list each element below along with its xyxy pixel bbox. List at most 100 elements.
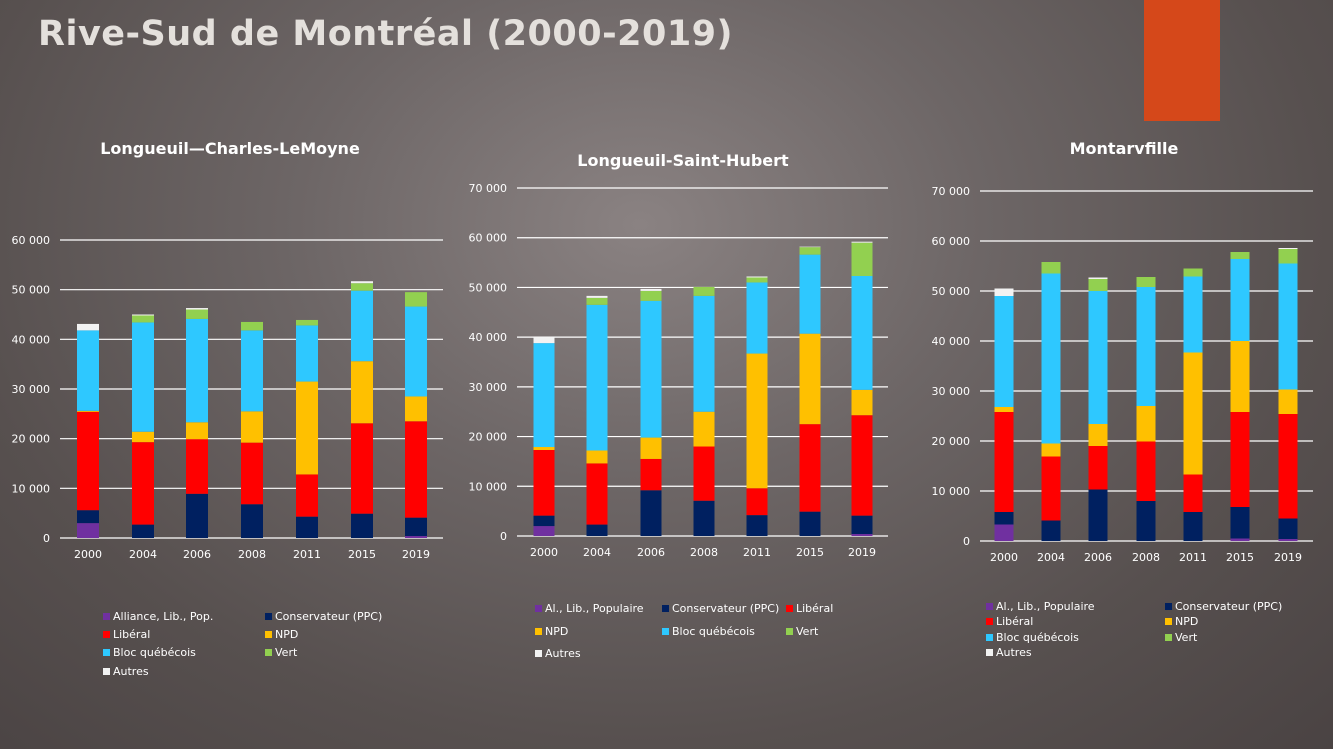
bar-segment-2019-5	[1278, 249, 1298, 264]
bar-segment-2019-1	[851, 515, 873, 535]
bar-segment-2000-2	[533, 449, 555, 516]
legend-label: Bloc québécois	[996, 631, 1079, 644]
bar-segment-2019-2	[1278, 414, 1298, 519]
x-tick-label: 2019	[402, 548, 430, 561]
bar-segment-2011-1	[296, 516, 318, 538]
bar-segment-2006-5	[1088, 279, 1108, 291]
bar-segment-2004-1	[1041, 520, 1061, 541]
bar-segment-2008-2	[1136, 441, 1156, 501]
bar-segment-2004-6	[586, 295, 608, 298]
y-tick-label: 70 000	[932, 185, 971, 198]
chart-title: Montarvfille	[1070, 139, 1179, 158]
legend-item: Libéral	[786, 602, 833, 615]
legend-label: Vert	[275, 646, 298, 659]
x-tick-label: 2000	[74, 548, 102, 561]
bar-segment-2015-3	[1230, 341, 1250, 412]
bar-segment-2015-2	[1230, 412, 1250, 507]
bar-segment-2006-6	[640, 288, 662, 291]
y-tick-label: 30 000	[469, 381, 508, 394]
bar-segment-2015-3	[351, 361, 373, 424]
legend-label: Vert	[1175, 631, 1198, 644]
y-tick-label: 30 000	[932, 385, 971, 398]
bar-segment-2011-5	[296, 319, 318, 326]
bar-segment-2011-5	[1183, 268, 1203, 277]
bar-segment-2004-2	[586, 463, 608, 525]
bar-segment-2004-5	[1041, 262, 1061, 274]
x-tick-label: 2019	[848, 546, 876, 559]
x-tick-label: 2019	[1274, 551, 1302, 564]
legend-swatch	[1165, 603, 1172, 610]
y-tick-label: 10 000	[469, 480, 508, 493]
y-tick-label: 70 000	[469, 182, 508, 195]
bar-segment-2000-2	[994, 412, 1014, 512]
x-tick-label: 2004	[1037, 551, 1065, 564]
bar-segment-2019-5	[851, 242, 873, 276]
bar-segment-2011-3	[1183, 352, 1203, 475]
legend-label: Autres	[996, 646, 1032, 659]
y-tick-label: 20 000	[12, 433, 51, 446]
legend-item: Al., Lib., Populaire	[986, 600, 1095, 613]
legend-swatch	[986, 649, 993, 656]
legend-swatch	[265, 649, 272, 656]
legend-item: Bloc québécois	[662, 625, 755, 638]
bar-segment-2004-4	[586, 304, 608, 451]
legend-item: Vert	[786, 625, 818, 638]
bar-segment-2015-5	[799, 247, 821, 255]
x-tick-label: 2008	[690, 546, 718, 559]
legend-item: Conservateur (PPC)	[265, 610, 382, 623]
legend-swatch	[103, 668, 110, 675]
x-tick-label: 2006	[183, 548, 211, 561]
y-tick-label: 50 000	[12, 284, 51, 297]
legend-item: Al., Lib., Populaire	[535, 602, 644, 615]
bar-segment-2004-4	[132, 322, 154, 432]
legend-label: Conservateur (PPC)	[672, 602, 780, 615]
legend-swatch	[986, 618, 993, 625]
bar-segment-2006-3	[640, 437, 662, 459]
bar-segment-2019-0	[1278, 539, 1298, 541]
y-tick-label: 30 000	[12, 383, 51, 396]
y-tick-label: 20 000	[469, 431, 508, 444]
bar-segment-2019-3	[851, 389, 873, 416]
bar-segment-2019-0	[851, 534, 873, 536]
bar-segment-2006-3	[1088, 424, 1108, 446]
bar-segment-2004-4	[1041, 273, 1061, 444]
bar-segment-2004-3	[1041, 443, 1061, 457]
legend-item: NPD	[1165, 615, 1198, 628]
chart-1: Longueuil—Charles-LeMoyne 0 10 000 20 000 30…	[12, 139, 443, 561]
bar-segment-2008-4	[241, 330, 263, 412]
legend-label: NPD	[545, 625, 569, 638]
slide-title: Rive-Sud de Montréal (2000-2019)	[38, 14, 734, 54]
x-tick-label: 2004	[129, 548, 157, 561]
bar-segment-2019-1	[405, 517, 427, 537]
legend-label: Vert	[796, 625, 819, 638]
legend-swatch	[265, 631, 272, 638]
bar-segment-2006-4	[186, 318, 208, 423]
bar-segment-2008-4	[1136, 287, 1156, 406]
legend-item: Alliance, Lib., Pop.	[103, 610, 213, 623]
legend-label: NPD	[1175, 615, 1199, 628]
y-tick-label: 40 000	[932, 335, 971, 348]
legend-swatch	[986, 634, 993, 641]
legend-swatch	[662, 605, 669, 612]
x-tick-label: 2004	[583, 546, 611, 559]
legend-label: NPD	[275, 628, 299, 641]
x-tick-label: 2008	[1132, 551, 1160, 564]
bar-segment-2011-2	[296, 474, 318, 517]
bar-segment-2019-5	[405, 292, 427, 307]
bar-segment-2008-2	[241, 442, 263, 505]
x-tick-label: 2015	[1226, 551, 1254, 564]
bar-segment-2015-3	[799, 333, 821, 425]
accent-rectangle	[1144, 0, 1220, 121]
bar-segment-2011-4	[296, 325, 318, 382]
bar-segment-2006-1	[640, 490, 662, 536]
bar-segment-2015-0	[1230, 538, 1250, 541]
bar-segment-2004-1	[586, 524, 608, 536]
bar-segment-2006-5	[186, 309, 208, 319]
bar-segment-2019-4	[405, 306, 427, 397]
bar-segment-2004-5	[132, 315, 154, 323]
legend-label: Libéral	[996, 615, 1034, 628]
bar-segment-2008-3	[693, 411, 715, 447]
legend-swatch	[103, 631, 110, 638]
x-tick-label: 2011	[743, 546, 771, 559]
x-tick-label: 2015	[348, 548, 376, 561]
